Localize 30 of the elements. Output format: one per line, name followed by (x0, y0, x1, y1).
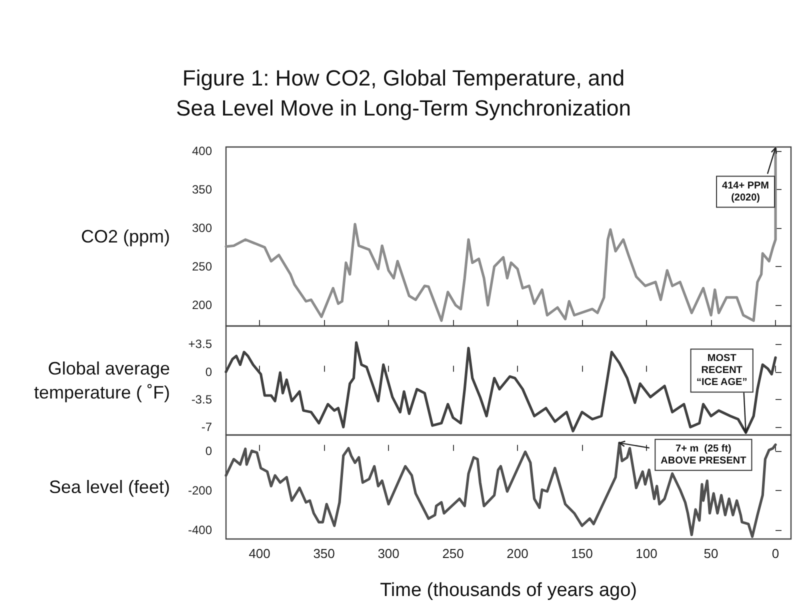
x-tick-label: 250 (442, 546, 464, 561)
line-series (224, 146, 777, 322)
y-tick-label: -3.5 (191, 392, 212, 406)
x-tick-label: 50 (704, 546, 718, 561)
y-tick-label: -200 (188, 483, 212, 498)
y-tick-label: 200 (192, 298, 212, 312)
y-axis-title: CO2 (ppm) (80, 226, 170, 246)
y-tick-label: 300 (192, 221, 212, 236)
y-tick-label: -7 (201, 420, 212, 434)
y-tick-label: 0 (205, 444, 212, 458)
y-tick-label: 250 (192, 260, 212, 274)
y-tick-label: 0 (205, 364, 212, 379)
x-tick-label: 350 (313, 546, 335, 561)
x-tick-label: 200 (506, 546, 528, 561)
y-axis-title: Global average temperature ( ˚F) (34, 358, 170, 402)
y-axis-title: Sea level (feet) (48, 477, 170, 497)
annotation: MOST RECENT “ICE AGE” (696, 353, 748, 388)
x-tick-label: 0 (772, 546, 780, 561)
x-tick-label: 300 (378, 546, 400, 561)
y-tick-label: 350 (192, 182, 212, 196)
x-tick-label: 150 (571, 546, 593, 561)
y-tick-label: +3.5 (188, 337, 212, 352)
x-tick-label: 400 (248, 546, 270, 561)
annotation: 7+ m (25 ft) ABOVE PRESENT (660, 443, 746, 466)
annotation: 414+ PPM (2020) (722, 180, 770, 204)
x-tick-label: 100 (636, 546, 658, 561)
x-axis-title: Time (thousands of years ago) (380, 580, 637, 601)
chart-title: Figure 1: How CO2, Global Temperature, and Sea Level Move in Long-Term Synchronization (176, 66, 631, 120)
y-tick-label: -400 (188, 523, 212, 538)
y-tick-label: 400 (192, 144, 212, 158)
